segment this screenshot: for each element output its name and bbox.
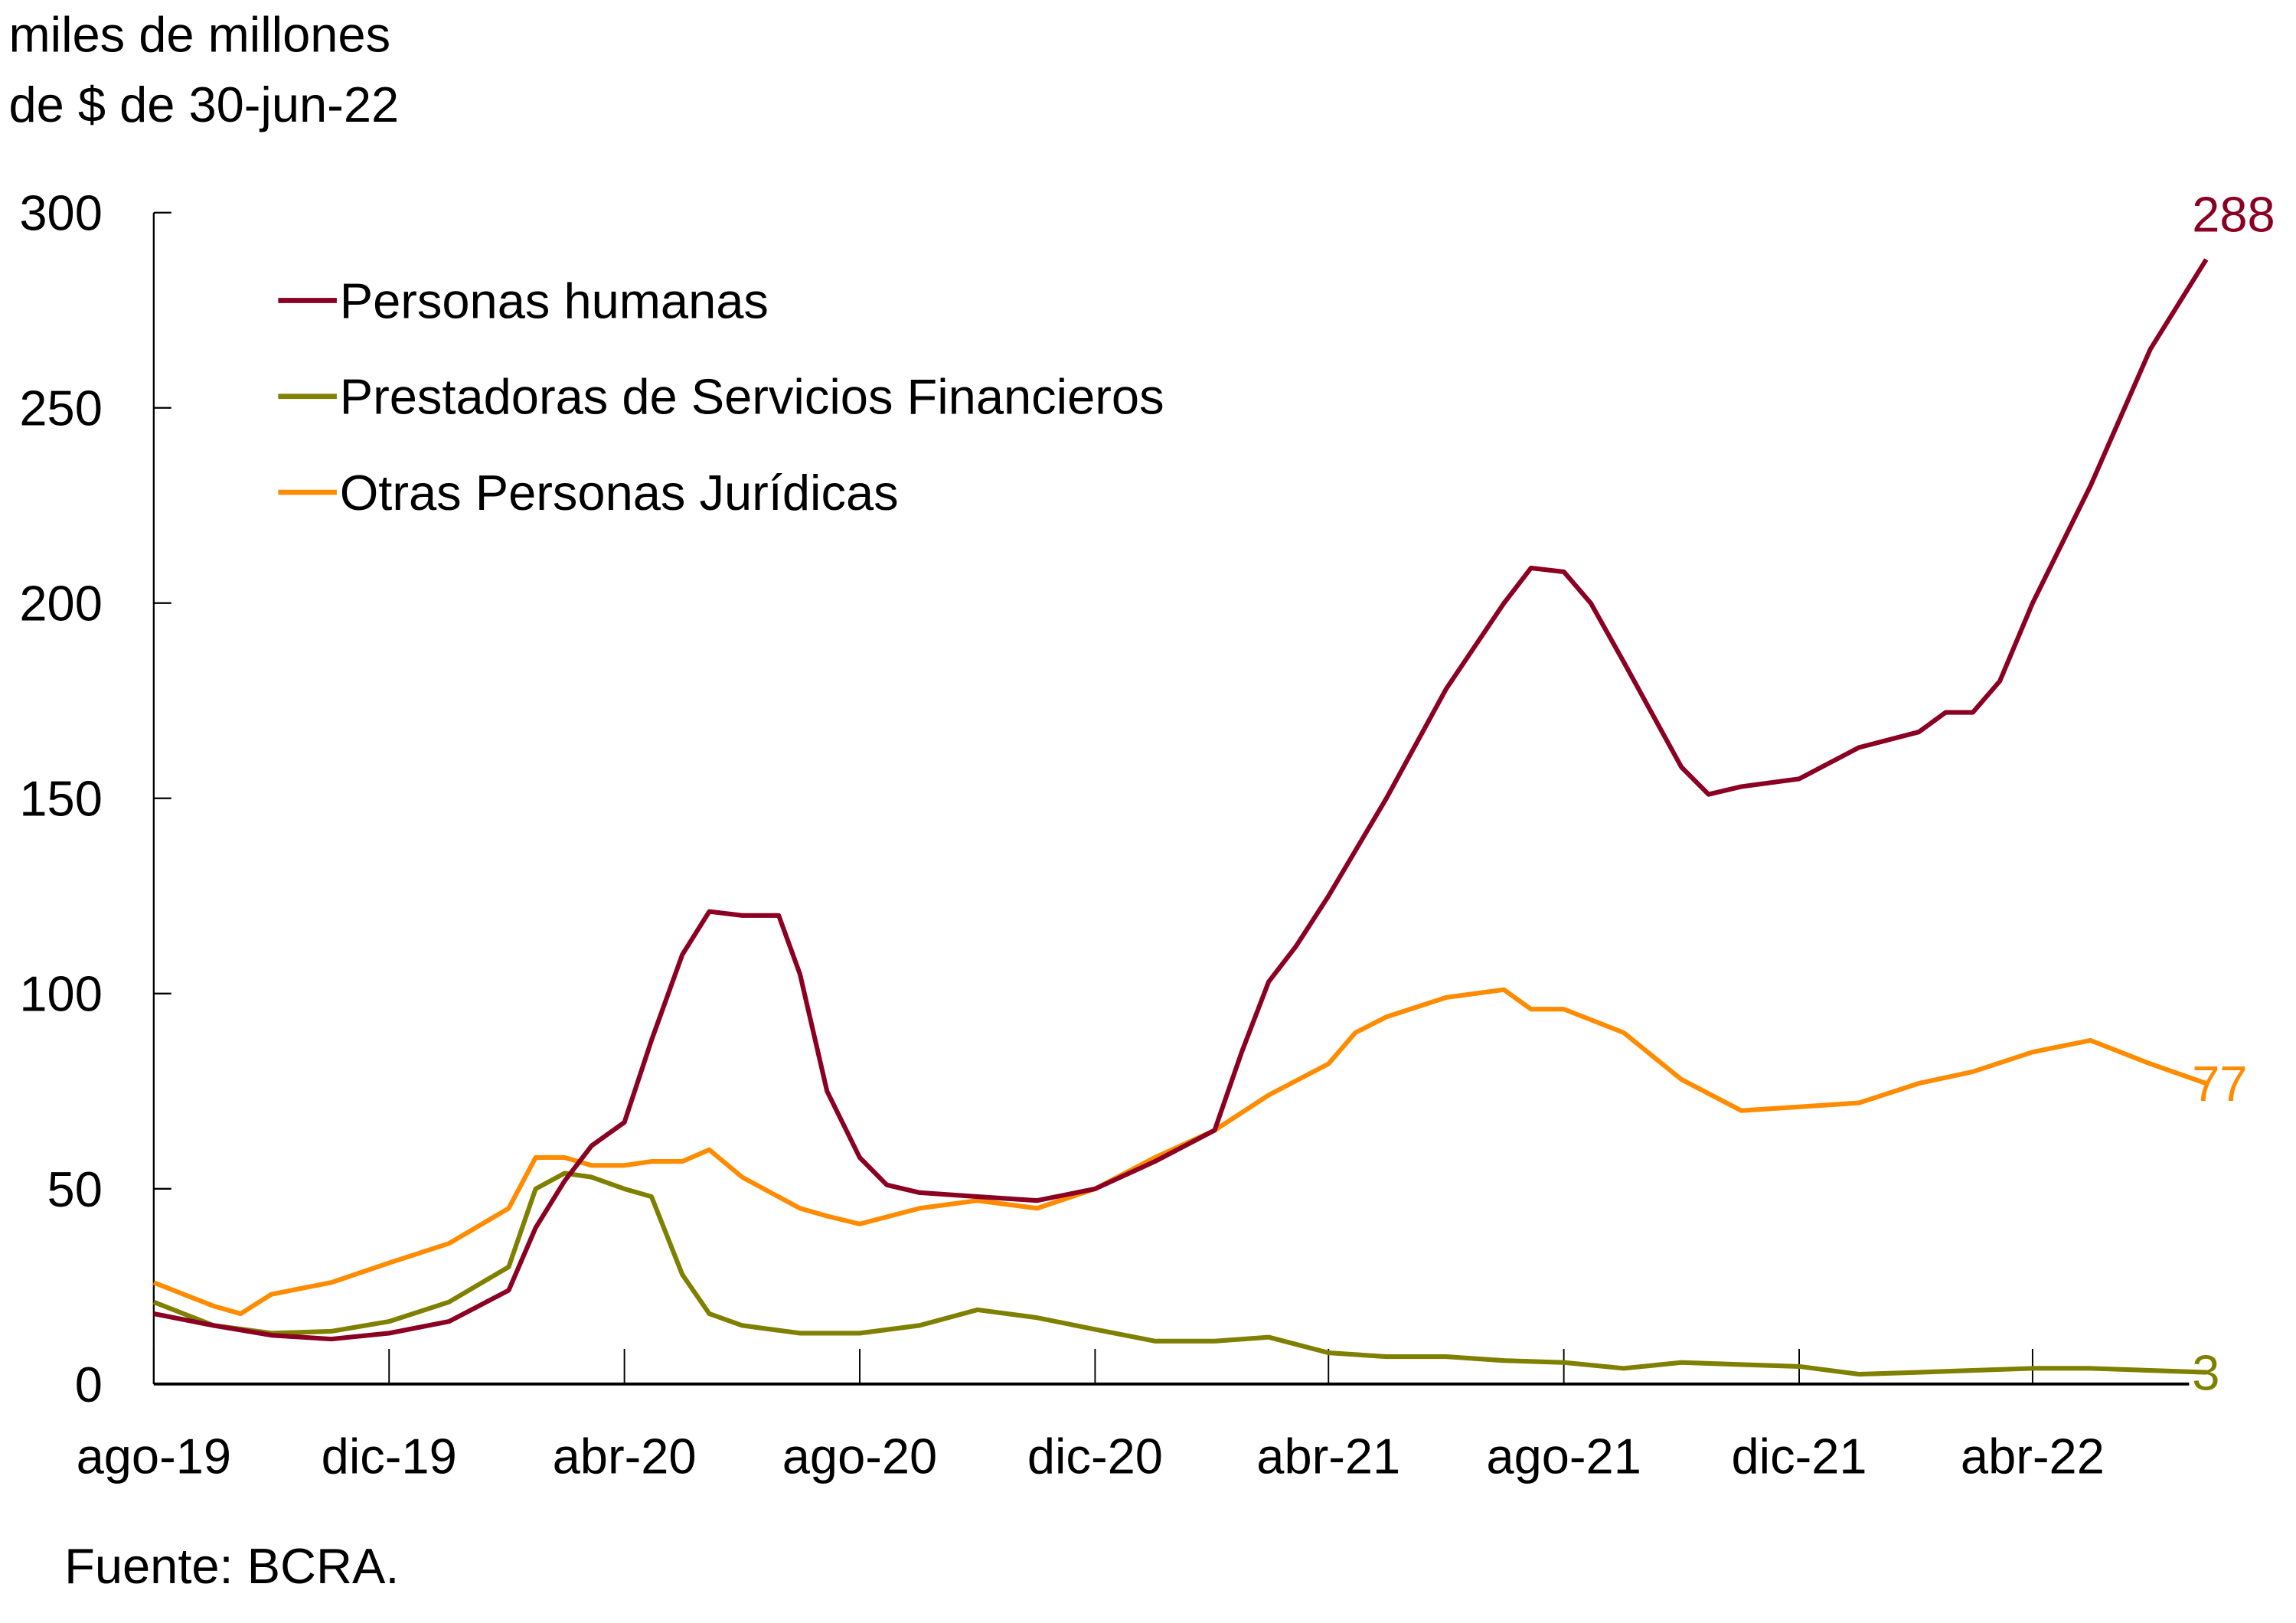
series-line-1 [152,1171,2206,1377]
y-tick-label: 300 [19,185,102,241]
end-label-1: 3 [2192,1344,2219,1400]
source-note: Fuente: BCRA. [64,1538,399,1594]
x-tick-label: ago-19 [77,1429,231,1484]
x-tick-label: ago-21 [1486,1429,1641,1484]
x-tick-label: abr-20 [553,1429,697,1484]
x-tick-label: dic-21 [1731,1429,1867,1484]
legend: Personas humanas Prestadoras de Servicios… [278,273,1164,521]
y-tick-label: 0 [75,1357,103,1412]
y-axis-label-line-1: miles de millones [8,6,390,62]
y-tick-label: 200 [19,576,102,632]
y-tick-label: 50 [47,1161,103,1217]
y-tick-label: 150 [19,771,102,827]
x-tick-label: dic-19 [322,1429,457,1484]
x-tick-label: abr-21 [1256,1429,1400,1484]
y-tick-label: 250 [19,380,102,436]
x-tick-label: ago-20 [782,1429,937,1484]
legend-label-2: Otras Personas Jurídicas [340,465,899,521]
series-line-0 [153,258,2209,1342]
axes: 0 50 100 150 200 250 300 ago-19 dic-19 abr-20 ago-… [19,185,2190,1484]
x-tick-label: abr-22 [1961,1429,2105,1484]
series-line-2 [152,987,2207,1317]
y-tick-label: 100 [19,966,102,1022]
series-lines: 77 3 288 [152,187,2275,1400]
end-label-2: 77 [2192,1056,2247,1112]
x-tick-label: dic-20 [1027,1429,1163,1484]
legend-label-1: Prestadoras de Servicios Financieros [340,369,1164,425]
y-axis-label-line-2: de $ de 30-jun-22 [8,77,399,132]
legend-label-0: Personas humanas [340,273,769,328]
end-label-0: 288 [2192,187,2275,243]
